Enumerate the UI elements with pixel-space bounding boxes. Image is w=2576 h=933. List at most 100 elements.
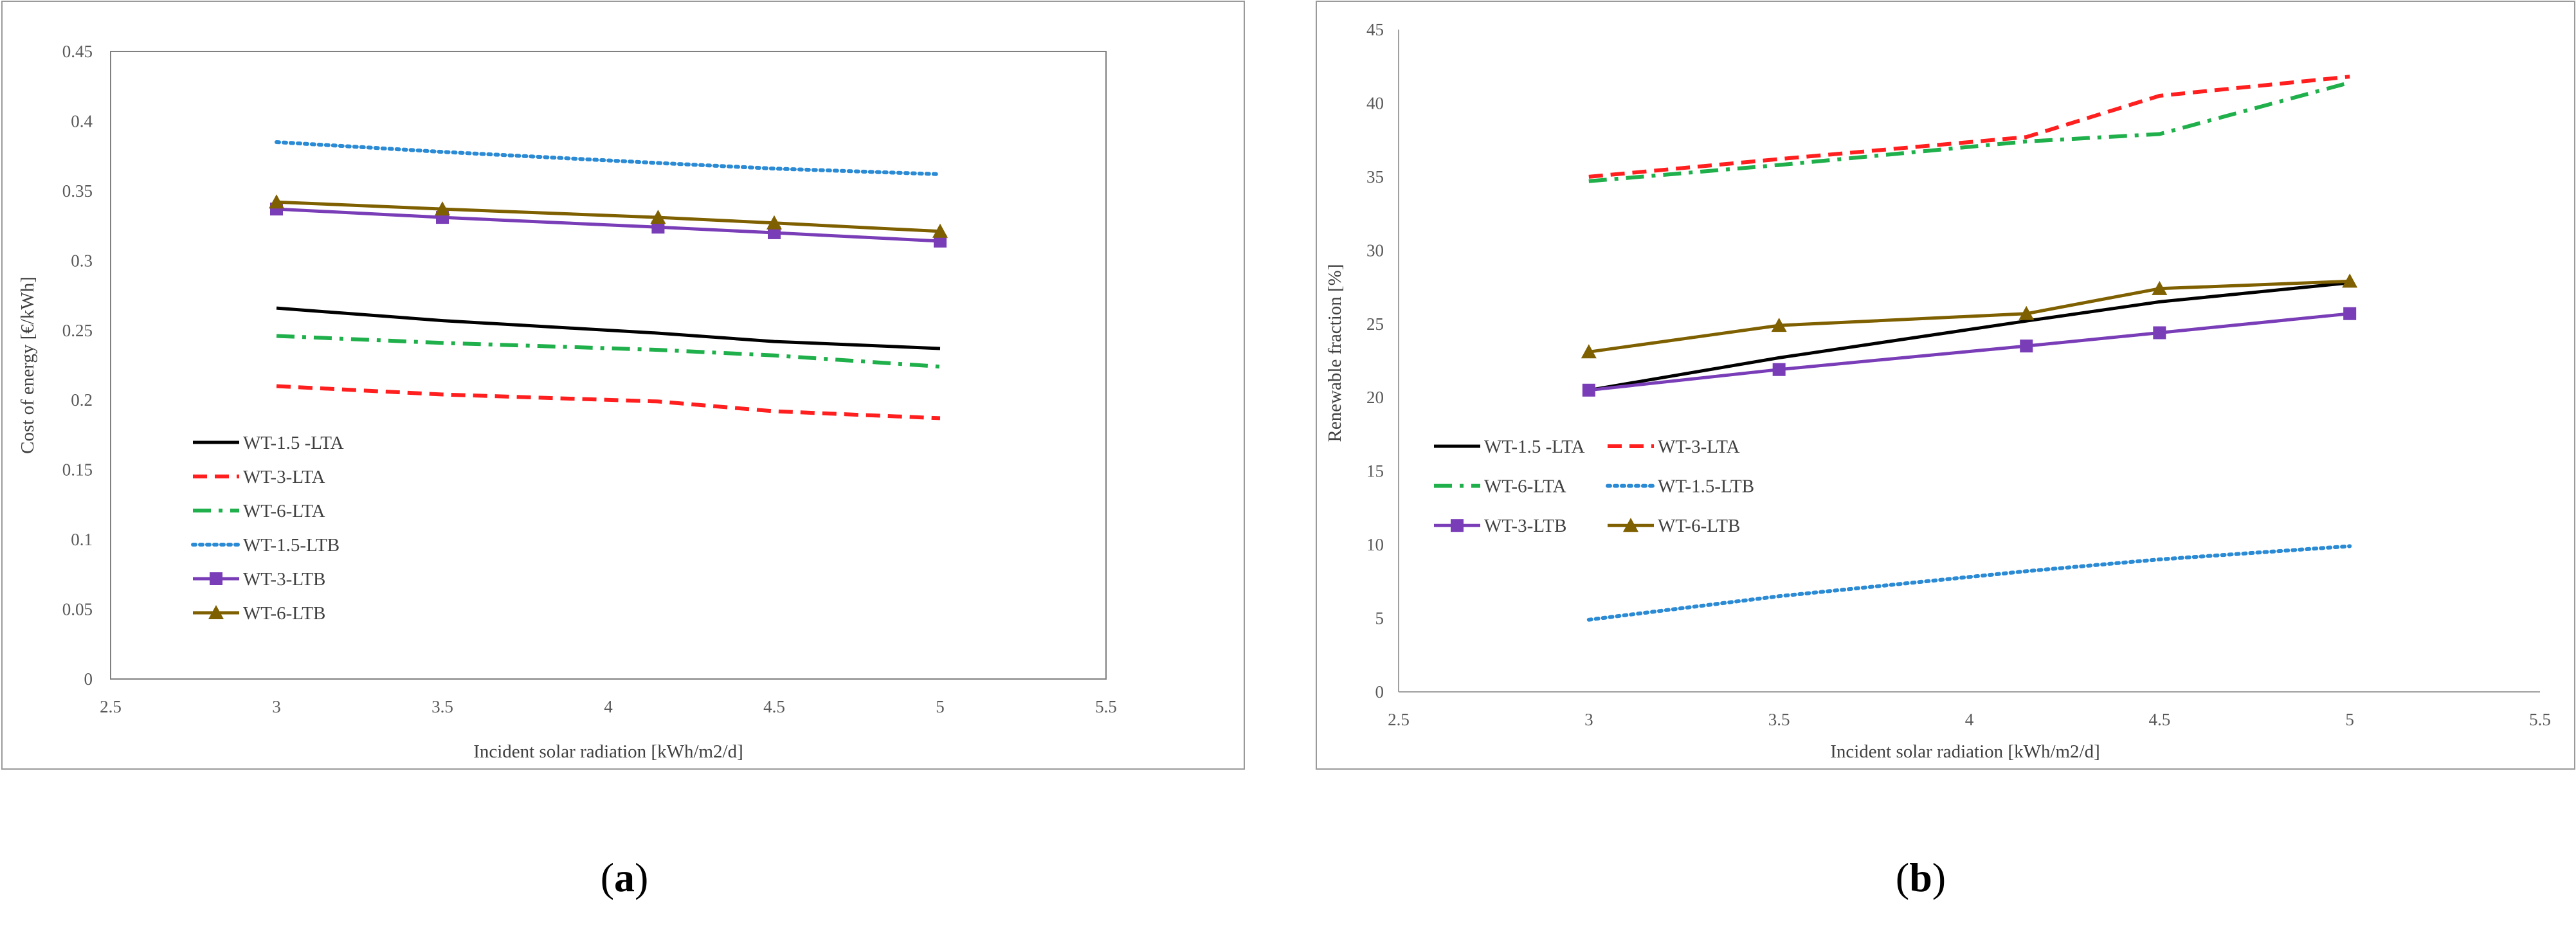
chart-b-legend-item: WT-1.5-LTB: [1606, 476, 1754, 497]
chart-a: Cost of energy [€/kWh] Incident solar ra…: [1, 1, 1245, 900]
chart-a-y-tick-label: 0.4: [71, 111, 93, 131]
chart-b-x-tick-label: 5: [2345, 710, 2354, 729]
chart-a-legend-item: WT-3-LTB: [193, 569, 325, 590]
chart-a-line-wt-1-5-lta: [276, 306, 941, 350]
chart-b-legend-marker-wt-6-ltb: [1623, 518, 1638, 532]
chart-a-legend-label: WT-6-LTB: [243, 603, 325, 624]
chart-a-panel-letter: a: [614, 855, 635, 900]
chart-a-legend-marker-wt-6-ltb: [208, 605, 224, 619]
chart-a-series-wt-1-5-lta: [276, 306, 941, 350]
chart-a-x-tick-label: 4.5: [763, 697, 785, 716]
chart-b-ylabel: Renewable fraction [%]: [1325, 264, 1345, 442]
chart-a-series-wt-3-lta: [276, 384, 941, 421]
chart-b-y-tick-label: 5: [1375, 609, 1384, 628]
chart-b-legend-label: WT-6-LTB: [1658, 516, 1740, 536]
chart-a-frame: [1, 1, 1245, 770]
chart-b-point-wt-3-ltb: [1582, 383, 1595, 397]
chart-b-point-wt-6-ltb: [1581, 344, 1597, 359]
chart-a-y-tick-label: 0.05: [62, 600, 93, 619]
chart-b-panel-letter: b: [1909, 855, 1932, 900]
chart-a-point-wt-6-ltb: [766, 215, 782, 230]
chart-a-plot-area: [110, 51, 1107, 680]
chart-a-legend-item: WT-3-LTA: [193, 467, 325, 487]
chart-b-legend-label: WT-3-LTA: [1658, 437, 1740, 457]
chart-b-y-tick-label: 20: [1366, 388, 1384, 407]
chart-a-y-tick-label: 0.35: [62, 181, 93, 201]
chart-a-y-tick-label: 0.15: [62, 460, 93, 480]
chart-a-point-wt-6-ltb: [932, 223, 948, 238]
chart-b-point-wt-6-ltb: [1771, 318, 1787, 332]
chart-b-legend-label: WT-1.5 -LTA: [1484, 437, 1585, 457]
chart-a-x-tick-labels: 2.5 3 3.5 4 4.5 5 5.5: [100, 697, 1117, 716]
chart-a-point-wt-6-ltb: [269, 194, 284, 209]
chart-a-point-wt-3-ltb: [934, 234, 947, 248]
chart-b-series-wt-1-5-ltb: [1586, 544, 2352, 622]
chart-a-x-tick-label: 3: [272, 697, 281, 716]
chart-b-line-wt-6-ltb: [1588, 279, 2350, 354]
chart-b-y-tick-label: 25: [1366, 314, 1384, 334]
chart-b-point-wt-3-ltb: [2343, 307, 2357, 320]
chart-b-xlabel: Incident solar radiation [kWh/m2/d]: [1830, 741, 2100, 762]
chart-a-y-tick-label: 0: [84, 669, 93, 689]
chart-b-x-tick-label: 3: [1584, 710, 1593, 729]
chart-b-legend-label: WT-6-LTA: [1484, 476, 1566, 497]
chart-a-x-tick-label: 3.5: [431, 697, 453, 716]
chart-b-legend: WT-1.5 -LTA WT-3-LTA WT-6-LTA WT-1.5-LTB WT-…: [1434, 437, 1754, 536]
chart-a-line-wt-6-lta: [276, 334, 941, 369]
chart-b-x-tick-label: 2.5: [1388, 710, 1410, 729]
chart-b-line-wt-3-ltb: [1588, 312, 2350, 392]
chart-b-panel-label: (b): [1896, 855, 1946, 900]
chart-b-legend-item: WT-6-LTA: [1434, 476, 1566, 497]
chart-b-axes: [1398, 30, 2540, 693]
chart-b-line-wt-1-5-ltb: [1586, 544, 2352, 622]
chart-b-point-wt-3-ltb: [2020, 340, 2033, 353]
chart-b-series: [1581, 75, 2358, 622]
chart-b-series-wt-6-ltb: [1581, 273, 2358, 359]
chart-b-x-tick-label: 4.5: [2148, 710, 2170, 729]
chart-b-y-tick-label: 40: [1366, 93, 1384, 113]
chart-b-point-wt-6-ltb: [2152, 280, 2168, 295]
chart-b-series-wt-1-5-lta: [1588, 281, 2350, 392]
chart-a-point-wt-6-ltb: [435, 201, 450, 216]
chart-b-legend-label: WT-1.5-LTB: [1658, 476, 1754, 497]
chart-b-y-tick-label: 35: [1366, 167, 1384, 186]
chart-b-frame: [1316, 1, 2575, 770]
chart-a-legend-item: WT-1.5-LTB: [191, 535, 340, 556]
chart-a-series: [269, 140, 948, 421]
chart-b-legend-marker-wt-3-ltb: [1451, 519, 1464, 532]
chart-b-x-tick-label: 3.5: [1768, 710, 1790, 729]
chart-b-series-wt-3-lta: [1588, 75, 2350, 179]
chart-b-y-tick-label: 30: [1366, 240, 1384, 260]
chart-a-point-wt-3-ltb: [768, 226, 781, 239]
chart-b-y-tick-label: 45: [1366, 20, 1384, 39]
chart-a-xlabel: Incident solar radiation [kWh/m2/d]: [473, 741, 743, 762]
chart-a-y-tick-labels: 0 0.05 0.1 0.15 0.2 0.25 0.3 0.35 0.4 0.45: [62, 42, 93, 689]
chart-a-point-wt-3-ltb: [651, 221, 665, 234]
chart-b-y-tick-labels: 0 5 10 15 20 25 30 35 40 45: [1366, 20, 1384, 702]
chart-b-line-wt-1-5-lta: [1588, 281, 2350, 392]
chart-b-y-tick-label: 15: [1366, 462, 1384, 481]
chart-a-legend-label: WT-3-LTB: [243, 569, 325, 590]
chart-b-y-tick-label: 10: [1366, 535, 1384, 554]
chart-a-y-tick-label: 0.3: [71, 251, 93, 270]
chart-b-point-wt-3-ltb: [2153, 326, 2166, 340]
chart-b-x-tick-label: 5.5: [2529, 710, 2551, 729]
chart-a-legend-item: WT-6-LTA: [193, 501, 325, 521]
chart-b-series-wt-6-lta: [1588, 80, 2350, 183]
chart-b-legend-item: WT-1.5 -LTA: [1434, 437, 1585, 457]
chart-a-legend-label: WT-6-LTA: [243, 501, 325, 521]
chart-a-x-tick-label: 5.5: [1095, 697, 1117, 716]
chart-a-line-wt-6-ltb: [276, 200, 941, 233]
chart-b-legend-item: WT-6-LTB: [1608, 516, 1740, 536]
chart-a-legend-item: WT-6-LTB: [193, 603, 325, 624]
chart-a-legend-label: WT-1.5-LTB: [243, 535, 340, 556]
chart-a-legend-marker-wt-3-ltb: [210, 572, 222, 585]
chart-b-line-wt-3-lta: [1588, 75, 2350, 179]
chart-a-legend-label: WT-1.5 -LTA: [243, 433, 344, 453]
chart-a-series-wt-6-ltb: [269, 194, 948, 238]
chart-b: Renewable fraction [%] Incident solar ra…: [1316, 1, 2575, 900]
chart-b-legend-item: WT-3-LTA: [1608, 437, 1740, 457]
chart-a-series-wt-1-5-ltb: [275, 140, 942, 176]
chart-b-point-wt-6-ltb: [2018, 305, 2035, 320]
